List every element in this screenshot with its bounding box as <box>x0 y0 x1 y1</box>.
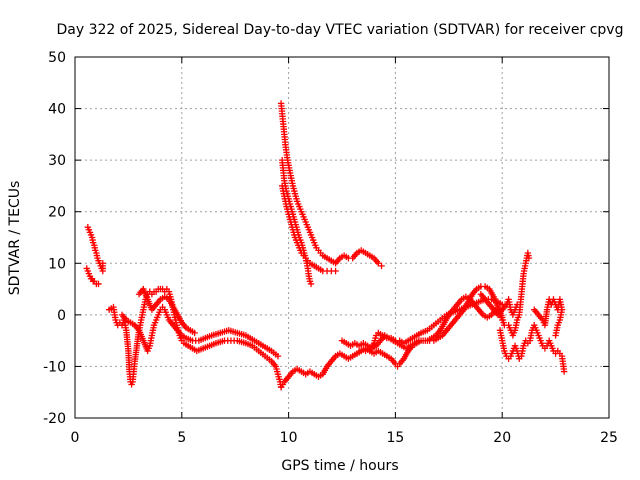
series-late-track-b <box>505 249 533 339</box>
x-tick-label: 5 <box>177 430 186 446</box>
data-point <box>552 332 559 339</box>
data-point <box>95 280 102 288</box>
data-point <box>378 262 385 270</box>
data-point <box>560 368 568 375</box>
y-tick-label: 0 <box>57 308 66 324</box>
y-axis-label: SDTVAR / TECUs <box>7 181 23 296</box>
series-early-low-arc <box>83 265 102 288</box>
x-tick-label: 20 <box>493 430 511 446</box>
data-point <box>375 260 382 267</box>
x-axis-label: GPS time / hours <box>281 458 398 474</box>
y-tick-label: -10 <box>43 359 66 375</box>
series-storm-arc-3 <box>278 182 339 275</box>
series-storm-arc-1 <box>277 100 385 270</box>
y-tick-label: 20 <box>48 205 66 221</box>
series-midday-track-c <box>353 296 506 357</box>
series-main-track-b <box>118 303 282 360</box>
series-late-track-c <box>477 291 521 319</box>
data-point <box>307 280 315 288</box>
x-tick-label: 0 <box>71 430 80 446</box>
y-tick-label: 10 <box>48 256 66 272</box>
axis-ticks <box>74 56 610 419</box>
plot-frame <box>74 56 610 419</box>
data-point <box>274 352 282 360</box>
y-tick-label: 40 <box>48 102 66 118</box>
data-point <box>99 260 106 267</box>
data-marks <box>83 100 568 391</box>
series-early-high-arc <box>84 223 106 275</box>
chart-title: Day 322 of 2025, Sidereal Day-to-day VTE… <box>57 22 624 38</box>
x-tick-label: 10 <box>280 430 298 446</box>
y-tick-label: -20 <box>43 411 66 427</box>
y-tick-label: 50 <box>48 50 66 66</box>
data-point <box>513 301 521 308</box>
series-storm-arc-2 <box>278 156 315 288</box>
data-point <box>332 267 339 275</box>
data-point <box>525 254 533 262</box>
tick-labels: 0 5 10 15 20 25 -20 -10 0 10 20 30 40 50 <box>43 50 618 446</box>
x-tick-label: 25 <box>600 430 618 446</box>
data-point <box>191 329 198 337</box>
grid <box>75 57 609 418</box>
x-tick-label: 15 <box>386 430 404 446</box>
y-tick-label: 30 <box>48 153 66 169</box>
series-main-track-c <box>135 285 198 337</box>
series-late-track-a <box>496 321 568 375</box>
data-point <box>499 316 506 324</box>
series-late-track-d <box>531 296 566 339</box>
